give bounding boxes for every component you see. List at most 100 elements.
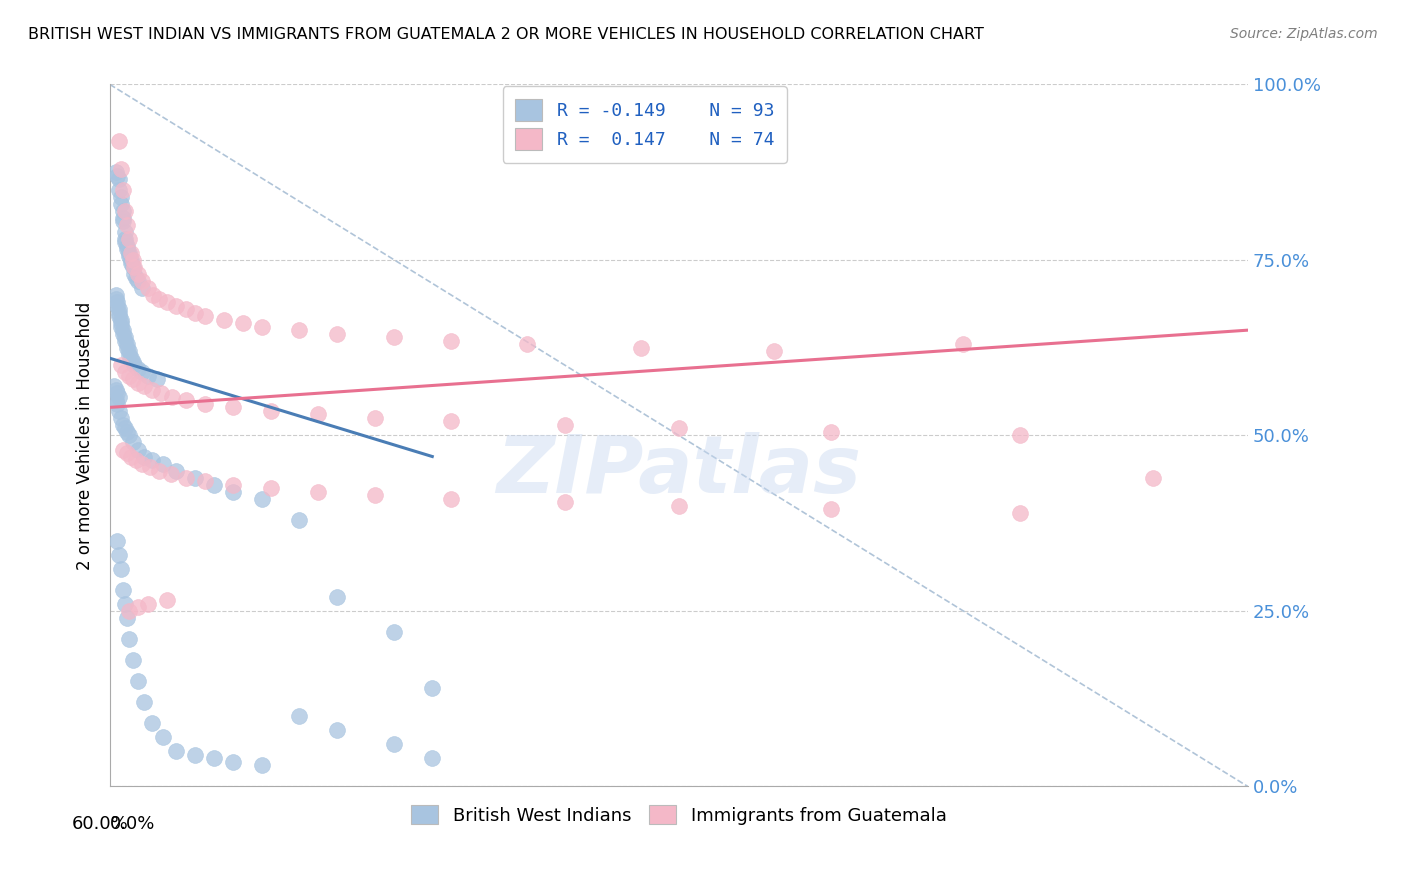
Point [222, 755, 245, 769]
Point [668, 421, 690, 435]
Point [952, 337, 974, 351]
Point [120, 351, 142, 366]
Point [118, 246, 141, 260]
Point [108, 309, 131, 323]
Point [288, 323, 311, 337]
Point [110, 196, 132, 211]
Point [326, 326, 349, 341]
Point [222, 477, 245, 491]
Point [184, 305, 207, 319]
Point [127, 361, 149, 376]
Text: ZIPatlas: ZIPatlas [496, 432, 862, 509]
Point [121, 372, 143, 386]
Point [132, 379, 155, 393]
Point [156, 295, 179, 310]
Point [112, 203, 135, 218]
Point [364, 488, 387, 502]
Point [141, 453, 163, 467]
Point [110, 190, 132, 204]
Point [222, 484, 245, 499]
Point [148, 464, 170, 478]
Point [156, 593, 179, 607]
Point [136, 368, 159, 383]
Point [108, 390, 131, 404]
Point [202, 477, 225, 491]
Point [107, 295, 129, 310]
Point [118, 249, 141, 263]
Point [146, 372, 169, 386]
Point [260, 404, 283, 418]
Legend: British West Indians, Immigrants from Guatemala: British West Indians, Immigrants from Gu… [402, 797, 956, 834]
Point [108, 305, 131, 319]
Point [288, 709, 311, 723]
Point [104, 288, 127, 302]
Point [114, 225, 136, 239]
Point [115, 611, 138, 625]
Point [165, 299, 187, 313]
Text: 0.0%: 0.0% [110, 814, 155, 832]
Point [222, 401, 245, 415]
Point [110, 161, 132, 176]
Point [110, 319, 132, 334]
Point [115, 425, 138, 439]
Point [668, 499, 690, 513]
Point [125, 453, 148, 467]
Point [820, 425, 842, 439]
Point [308, 484, 330, 499]
Point [104, 393, 127, 408]
Point [165, 744, 187, 758]
Point [250, 491, 273, 506]
Point [115, 341, 138, 355]
Point [382, 737, 405, 751]
Point [440, 334, 463, 348]
Point [120, 450, 142, 464]
Point [260, 481, 283, 495]
Point [131, 365, 153, 379]
Point [174, 302, 197, 317]
Point [112, 214, 135, 228]
Point [108, 302, 131, 317]
Point [440, 491, 463, 506]
Point [110, 562, 132, 576]
Point [118, 632, 141, 646]
Point [124, 260, 146, 274]
Point [104, 292, 127, 306]
Point [108, 183, 131, 197]
Point [120, 246, 142, 260]
Point [127, 267, 149, 281]
Point [820, 502, 842, 516]
Point [112, 326, 135, 341]
Point [118, 368, 141, 383]
Point [142, 288, 165, 302]
Point [194, 309, 217, 323]
Point [121, 355, 143, 369]
Point [114, 235, 136, 250]
Point [184, 470, 207, 484]
Point [104, 165, 127, 179]
Point [118, 344, 141, 359]
Text: BRITISH WEST INDIAN VS IMMIGRANTS FROM GUATEMALA 2 OR MORE VEHICLES IN HOUSEHOLD: BRITISH WEST INDIAN VS IMMIGRANTS FROM G… [28, 27, 984, 42]
Point [110, 312, 132, 326]
Point [382, 625, 405, 640]
Point [114, 597, 136, 611]
Point [184, 747, 207, 762]
Point [762, 344, 785, 359]
Point [364, 411, 387, 425]
Point [194, 474, 217, 488]
Point [107, 533, 129, 548]
Point [232, 316, 254, 330]
Point [104, 383, 127, 397]
Point [148, 292, 170, 306]
Point [250, 319, 273, 334]
Point [516, 337, 538, 351]
Text: 60.0%: 60.0% [72, 814, 129, 832]
Point [114, 330, 136, 344]
Point [152, 457, 174, 471]
Point [174, 393, 197, 408]
Point [124, 358, 146, 372]
Point [420, 751, 443, 765]
Point [115, 243, 138, 257]
Point [121, 435, 143, 450]
Point [112, 442, 135, 457]
Point [132, 695, 155, 709]
